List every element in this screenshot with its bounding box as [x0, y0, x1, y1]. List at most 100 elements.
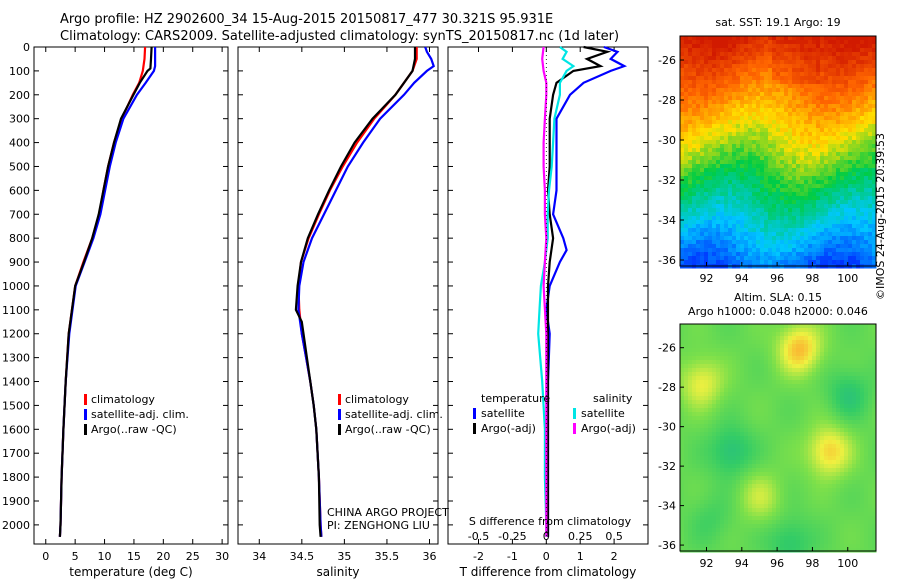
map-cell	[804, 140, 809, 145]
map-cell	[864, 196, 869, 201]
map-cell	[680, 352, 685, 357]
map-cell	[784, 256, 789, 261]
map-cell	[832, 196, 837, 201]
map-cell	[760, 360, 765, 365]
map-cell	[696, 344, 701, 349]
map-cell	[704, 64, 709, 69]
map-cell	[696, 360, 701, 365]
map-cell	[688, 116, 693, 121]
map-cell	[752, 428, 757, 433]
map-cell	[844, 120, 849, 125]
map-cell	[740, 368, 745, 373]
lon-tick-label: 100	[837, 272, 858, 285]
map-cell	[776, 344, 781, 349]
map-cell	[772, 464, 777, 469]
map-cell	[816, 344, 821, 349]
map-cell	[776, 160, 781, 165]
map-cell	[680, 140, 685, 145]
map-cell	[736, 200, 741, 205]
map-cell	[792, 460, 797, 465]
map-cell	[736, 384, 741, 389]
map-cell	[792, 348, 797, 353]
map-cell	[708, 408, 713, 413]
legend-swatch	[338, 394, 341, 405]
map-cell	[740, 380, 745, 385]
map-cell	[844, 236, 849, 241]
map-cell	[684, 252, 689, 257]
map-cell	[816, 228, 821, 233]
map-cell	[684, 140, 689, 145]
map-cell	[696, 332, 701, 337]
map-cell	[760, 236, 765, 241]
map-cell	[832, 104, 837, 109]
map-cell	[764, 424, 769, 429]
map-cell	[728, 236, 733, 241]
map-cell	[808, 200, 813, 205]
map-cell	[792, 464, 797, 469]
map-cell	[840, 376, 845, 381]
map-cell	[728, 428, 733, 433]
map-cell	[696, 392, 701, 397]
map-cell	[756, 220, 761, 225]
map-cell	[752, 444, 757, 449]
map-cell	[856, 36, 861, 41]
map-cell	[756, 156, 761, 161]
map-cell	[712, 156, 717, 161]
map-cell	[692, 128, 697, 133]
map-cell	[800, 428, 805, 433]
map-cell	[792, 116, 797, 121]
map-cell	[840, 464, 845, 469]
map-cell	[760, 136, 765, 141]
map-cell	[772, 256, 777, 261]
map-cell	[712, 112, 717, 117]
map-cell	[692, 172, 697, 177]
map-cell	[704, 136, 709, 141]
map-cell	[708, 372, 713, 377]
map-cell	[776, 444, 781, 449]
map-cell	[680, 404, 685, 409]
map-cell	[832, 412, 837, 417]
map-cell	[760, 88, 765, 93]
map-cell	[808, 460, 813, 465]
map-cell	[764, 396, 769, 401]
map-cell	[728, 228, 733, 233]
map-cell	[868, 408, 873, 413]
map-cell	[828, 332, 833, 337]
map-cell	[740, 348, 745, 353]
map-cell	[732, 192, 737, 197]
map-cell	[864, 160, 869, 165]
map-cell	[724, 332, 729, 337]
map-cell	[768, 52, 773, 57]
map-cell	[768, 208, 773, 213]
map-cell	[744, 392, 749, 397]
map-cell	[696, 156, 701, 161]
map-cell	[736, 248, 741, 253]
map-cell	[732, 236, 737, 241]
map-cell	[704, 336, 709, 341]
map-cell	[704, 156, 709, 161]
map-cell	[808, 256, 813, 261]
map-cell	[780, 396, 785, 401]
map-cell	[824, 48, 829, 53]
map-cell	[796, 192, 801, 197]
map-cell	[736, 396, 741, 401]
map-cell	[692, 412, 697, 417]
map-cell	[824, 348, 829, 353]
map-cell	[764, 156, 769, 161]
map-cell	[756, 68, 761, 73]
map-cell	[844, 92, 849, 97]
map-cell	[816, 56, 821, 61]
map-cell	[820, 120, 825, 125]
map-cell	[748, 248, 753, 253]
map-cell	[700, 204, 705, 209]
map-cell	[812, 404, 817, 409]
map-cell	[836, 112, 841, 117]
map-cell	[772, 108, 777, 113]
map-cell	[740, 200, 745, 205]
map-cell	[800, 252, 805, 257]
map-cell	[872, 44, 877, 49]
map-cell	[744, 92, 749, 97]
map-cell	[760, 152, 765, 157]
map-cell	[728, 412, 733, 417]
map-cell	[692, 220, 697, 225]
